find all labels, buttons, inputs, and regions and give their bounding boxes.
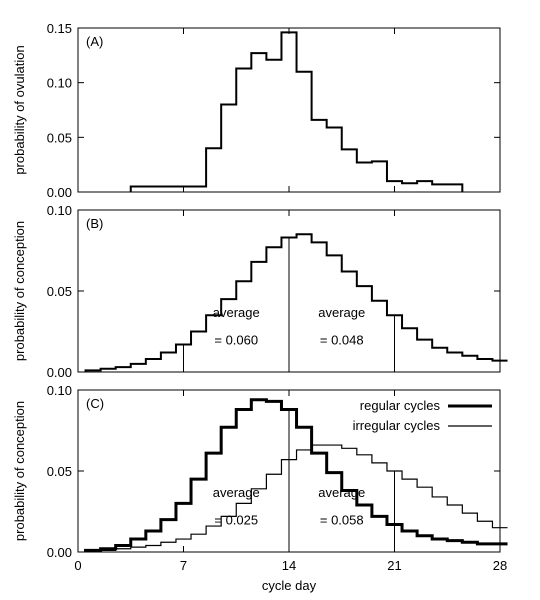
y-tick-label: 0.10 bbox=[47, 203, 72, 218]
series-line-1 bbox=[129, 31, 464, 192]
y-axis-label: probability of conception bbox=[12, 401, 27, 541]
x-axis-label: cycle day bbox=[262, 578, 317, 593]
series-line-regular-cycles bbox=[84, 398, 508, 552]
average-annotation: average bbox=[318, 305, 365, 320]
panel-1: 0.00 0.05 0.10 0.15 (A) probability of ovulat… bbox=[12, 21, 501, 200]
average-annotation: = 0.058 bbox=[320, 512, 364, 527]
y-tick-label: 0.15 bbox=[47, 21, 72, 36]
panel-label: (A) bbox=[86, 34, 103, 49]
panel-2: 0.00 0.05 0.10 (B) probability of conception… bbox=[12, 203, 508, 380]
plot-frame bbox=[77, 27, 501, 193]
series-line-1 bbox=[84, 233, 508, 372]
x-tick-label: 14 bbox=[282, 558, 296, 573]
series-line-irregular-cycles bbox=[84, 444, 508, 552]
average-annotation: = 0.060 bbox=[214, 332, 258, 347]
panel-label: (B) bbox=[86, 216, 103, 231]
average-annotation: average bbox=[213, 305, 260, 320]
legend-label: irregular cycles bbox=[353, 418, 441, 433]
panel-label: (C) bbox=[86, 396, 104, 411]
average-annotation: average bbox=[213, 485, 260, 500]
average-annotation: average bbox=[318, 485, 365, 500]
x-tick-label: 28 bbox=[493, 558, 507, 573]
panel-3: 0.00 0.05 0.10 0 7 14 21 28 (C) probability of co… bbox=[12, 383, 508, 593]
y-axis-label: probability of ovulation bbox=[12, 45, 27, 174]
legend-label: regular cycles bbox=[360, 398, 441, 413]
average-annotation: = 0.048 bbox=[320, 332, 364, 347]
y-tick-label: 0.05 bbox=[47, 130, 72, 145]
y-tick-label: 0.05 bbox=[47, 464, 72, 479]
y-tick-label: 0.00 bbox=[47, 545, 72, 560]
x-tick-label: 7 bbox=[180, 558, 187, 573]
y-tick-label: 0.00 bbox=[47, 185, 72, 200]
y-tick-label: 0.10 bbox=[47, 76, 72, 91]
y-axis-label: probability of conception bbox=[12, 221, 27, 361]
y-tick-label: 0.00 bbox=[47, 365, 72, 380]
average-annotation: = 0.025 bbox=[214, 512, 258, 527]
y-tick-label: 0.10 bbox=[47, 383, 72, 398]
x-tick-label: 21 bbox=[387, 558, 401, 573]
y-tick-label: 0.05 bbox=[47, 284, 72, 299]
x-tick-label: 0 bbox=[74, 558, 81, 573]
